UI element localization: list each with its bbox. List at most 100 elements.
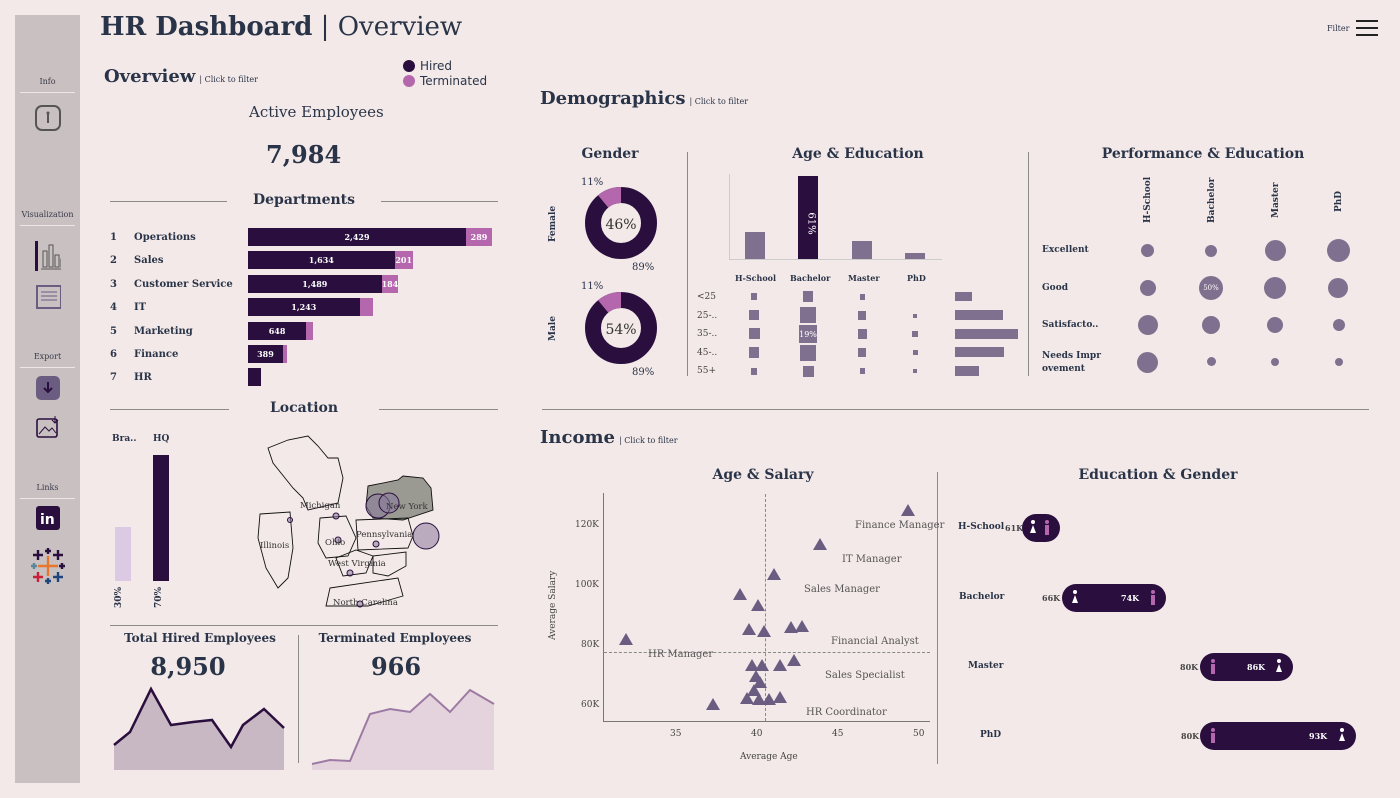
edu-bar-phd[interactable] (905, 253, 925, 259)
scatter-point[interactable] (706, 698, 720, 710)
matrix-cell[interactable] (751, 293, 757, 300)
edu-gender-pill[interactable] (1062, 584, 1166, 612)
perf-bubble[interactable] (1137, 352, 1158, 373)
edu-gender-pill[interactable] (1200, 653, 1293, 681)
menu-icon[interactable] (1356, 20, 1378, 36)
matrix-cell[interactable] (803, 291, 813, 302)
hired-trend-chart[interactable] (112, 686, 287, 770)
scatter-point[interactable] (784, 621, 798, 633)
age-total-bar[interactable] (955, 292, 972, 301)
matrix-cell[interactable] (751, 368, 757, 375)
department-bar[interactable] (248, 368, 262, 386)
department-bar[interactable]: 2,429 289 (248, 228, 492, 246)
scatter-point[interactable] (619, 633, 633, 645)
department-terminated-bar[interactable]: 184 (382, 275, 398, 293)
map-bubble[interactable] (287, 517, 293, 523)
hq-bar[interactable] (153, 455, 169, 581)
map-bubble[interactable] (356, 600, 364, 608)
department-terminated-bar[interactable] (282, 345, 288, 363)
scatter-point[interactable] (901, 504, 915, 516)
map-bubble[interactable] (372, 540, 380, 548)
matrix-cell[interactable] (913, 350, 918, 355)
perf-bubble[interactable] (1271, 358, 1279, 366)
department-row[interactable]: 1 Operations 2,429 289 (110, 228, 492, 246)
scatter-point[interactable] (773, 691, 787, 703)
matrix-cell[interactable] (912, 331, 918, 337)
matrix-cell[interactable] (858, 311, 866, 320)
matrix-cell[interactable] (913, 314, 917, 318)
department-hired-bar[interactable]: 2,429 (248, 228, 467, 246)
matrix-cell[interactable] (749, 328, 760, 339)
matrix-cell[interactable] (800, 345, 816, 361)
scatter-point[interactable] (742, 623, 756, 635)
overview-hint[interactable]: | Click to filter (199, 75, 258, 84)
perf-bubble[interactable] (1335, 358, 1343, 366)
matrix-cell[interactable] (858, 348, 866, 357)
perf-bubble[interactable] (1267, 317, 1283, 333)
scatter-point[interactable] (751, 599, 765, 611)
income-hint[interactable]: | Click to filter (618, 436, 678, 445)
matrix-cell-highlight[interactable]: 19% (799, 325, 817, 343)
male-donut[interactable]: 54% (583, 290, 659, 366)
matrix-cell[interactable] (860, 368, 865, 374)
map-bubble[interactable] (332, 512, 340, 520)
legend-hired[interactable]: Hired (403, 58, 487, 73)
female-donut[interactable]: 46% (583, 185, 659, 261)
edu-bar-master[interactable] (852, 241, 872, 259)
department-hired-bar[interactable]: 648 (248, 322, 307, 340)
map-bubble[interactable] (412, 522, 440, 550)
department-terminated-bar[interactable]: 289 (466, 228, 492, 246)
scatter-point[interactable] (740, 692, 754, 704)
report-icon[interactable] (35, 285, 61, 311)
department-hired-bar[interactable]: 389 (248, 345, 283, 363)
edu-gender-pill[interactable] (1022, 514, 1060, 542)
location-map[interactable]: Michigan New York Illinois Ohio Pennsylv… (248, 428, 448, 612)
edu-bar-bachelor[interactable]: 61% (798, 176, 818, 259)
perf-bubble[interactable] (1202, 316, 1220, 334)
legend-terminated[interactable]: Terminated (403, 73, 487, 88)
info-icon[interactable] (35, 105, 61, 131)
perf-bubble[interactable] (1207, 357, 1216, 366)
scatter-point[interactable] (733, 588, 747, 600)
perf-bubble-highlight[interactable]: 50% (1199, 276, 1223, 300)
perf-bubble[interactable] (1265, 240, 1286, 261)
perf-bubble[interactable] (1140, 280, 1156, 296)
age-total-bar[interactable] (955, 366, 979, 376)
matrix-cell[interactable] (749, 347, 759, 358)
department-bar[interactable]: 1,489 184 (248, 275, 398, 293)
map-bubble[interactable] (378, 492, 400, 514)
filter-label[interactable]: Filter (1327, 24, 1350, 33)
tableau-icon[interactable] (29, 547, 67, 585)
perf-bubble[interactable] (1333, 319, 1345, 331)
matrix-cell[interactable] (860, 294, 865, 300)
scatter-point[interactable] (773, 659, 787, 671)
edu-bar-hschool[interactable] (745, 232, 765, 259)
scatter-point[interactable] (767, 568, 781, 580)
scatter-point[interactable] (795, 620, 809, 632)
matrix-cell[interactable] (803, 366, 814, 377)
perf-bubble[interactable] (1138, 315, 1158, 335)
matrix-cell[interactable] (749, 310, 759, 320)
perf-bubble[interactable] (1328, 278, 1348, 298)
department-terminated-bar[interactable] (359, 298, 374, 316)
linkedin-icon[interactable]: in (35, 505, 61, 531)
download-icon[interactable] (35, 375, 61, 401)
bar-chart-icon[interactable] (35, 241, 61, 271)
perf-bubble[interactable] (1141, 244, 1154, 257)
edu-gender-pill[interactable] (1200, 722, 1356, 750)
department-row[interactable]: 6 Finance 389 (110, 345, 288, 363)
age-total-bar[interactable] (955, 329, 1018, 339)
department-row[interactable]: 5 Marketing 648 (110, 322, 314, 340)
department-terminated-bar[interactable]: 201 (394, 251, 413, 269)
department-hired-bar[interactable]: 1,243 (248, 298, 360, 316)
matrix-cell[interactable] (913, 369, 917, 373)
department-bar[interactable]: 389 (248, 345, 288, 363)
matrix-cell[interactable] (800, 307, 816, 323)
department-bar[interactable]: 1,634 201 (248, 251, 413, 269)
perf-bubble[interactable] (1264, 277, 1286, 299)
branch-bar[interactable] (115, 527, 131, 581)
department-bar[interactable]: 1,243 (248, 298, 374, 316)
scatter-point[interactable] (762, 693, 776, 705)
department-row[interactable]: 2 Sales 1,634 201 (110, 251, 413, 269)
image-download-icon[interactable] (35, 415, 61, 441)
